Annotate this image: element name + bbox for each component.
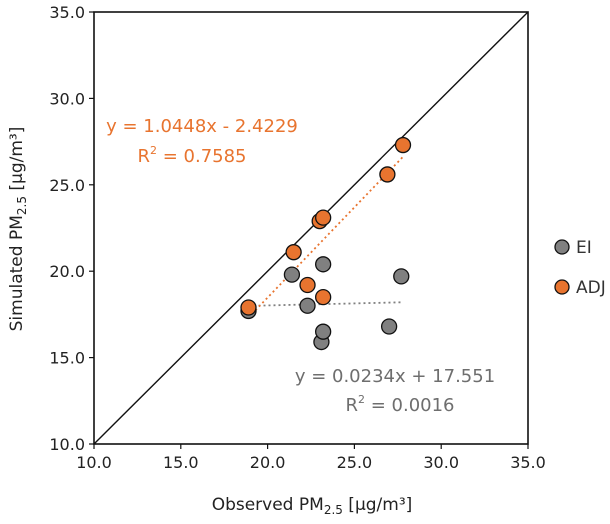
data-point-ei (380, 318, 398, 335)
data-point-ei (393, 268, 410, 285)
y-tick-label: 10.0 (49, 435, 85, 454)
data-point-ei (299, 297, 316, 314)
y-tick-label: 15.0 (49, 349, 85, 368)
trendline-adj (247, 156, 404, 319)
data-point-ei (315, 256, 332, 273)
x-tick-label: 30.0 (423, 453, 459, 472)
y-axis-ticks: 10.0 15.0 20.0 25.0 30.0 35.0 (49, 3, 94, 454)
ei-r2-label: R2 = 0.0016 (345, 393, 454, 416)
y-tick-label: 35.0 (49, 3, 85, 22)
x-tick-label: 10.0 (76, 453, 112, 472)
legend-item-adj: ADJ (554, 278, 606, 298)
y-axis-title: Simulated PM2.5 [μg/m³] (7, 127, 29, 332)
plot-area-border (93, 11, 529, 445)
data-point-adj (240, 299, 257, 316)
one-to-one-line (93, 11, 529, 445)
legend-item-ei: EI (554, 238, 592, 258)
data-point-adj (379, 166, 396, 183)
y-tick-label: 30.0 (49, 89, 85, 108)
data-point-ei (315, 323, 332, 340)
x-tick-label: 20.0 (250, 453, 286, 472)
legend-marker-adj (554, 279, 570, 295)
y-tick-label: 25.0 (49, 176, 85, 195)
data-points (240, 136, 412, 351)
data-point-ei (283, 266, 301, 283)
x-tick-label: 15.0 (163, 453, 199, 472)
y-tick-label: 20.0 (49, 262, 85, 281)
data-point-adj (285, 244, 302, 261)
x-axis-ticks: 10.0 15.0 20.0 25.0 30.0 35.0 (76, 444, 546, 472)
legend-label-ei: EI (576, 238, 592, 258)
ei-equation-label: y = 0.0234x + 17.551 (295, 366, 495, 387)
x-axis-title: Observed PM2.5 [μg/m³] (212, 495, 413, 517)
adj-equation-label: y = 1.0448x - 2.4229 (106, 116, 298, 137)
x-tick-label: 35.0 (510, 453, 546, 472)
x-tick-label: 25.0 (337, 453, 373, 472)
data-point-adj (299, 276, 316, 294)
data-point-adj (315, 288, 332, 306)
adj-r2-label: R2 = 0.7585 (137, 144, 246, 167)
legend: EI ADJ (554, 238, 606, 298)
legend-label-adj: ADJ (576, 278, 606, 298)
legend-marker-ei (554, 239, 570, 255)
data-point-adj (394, 136, 412, 154)
data-point-adj (315, 209, 332, 226)
